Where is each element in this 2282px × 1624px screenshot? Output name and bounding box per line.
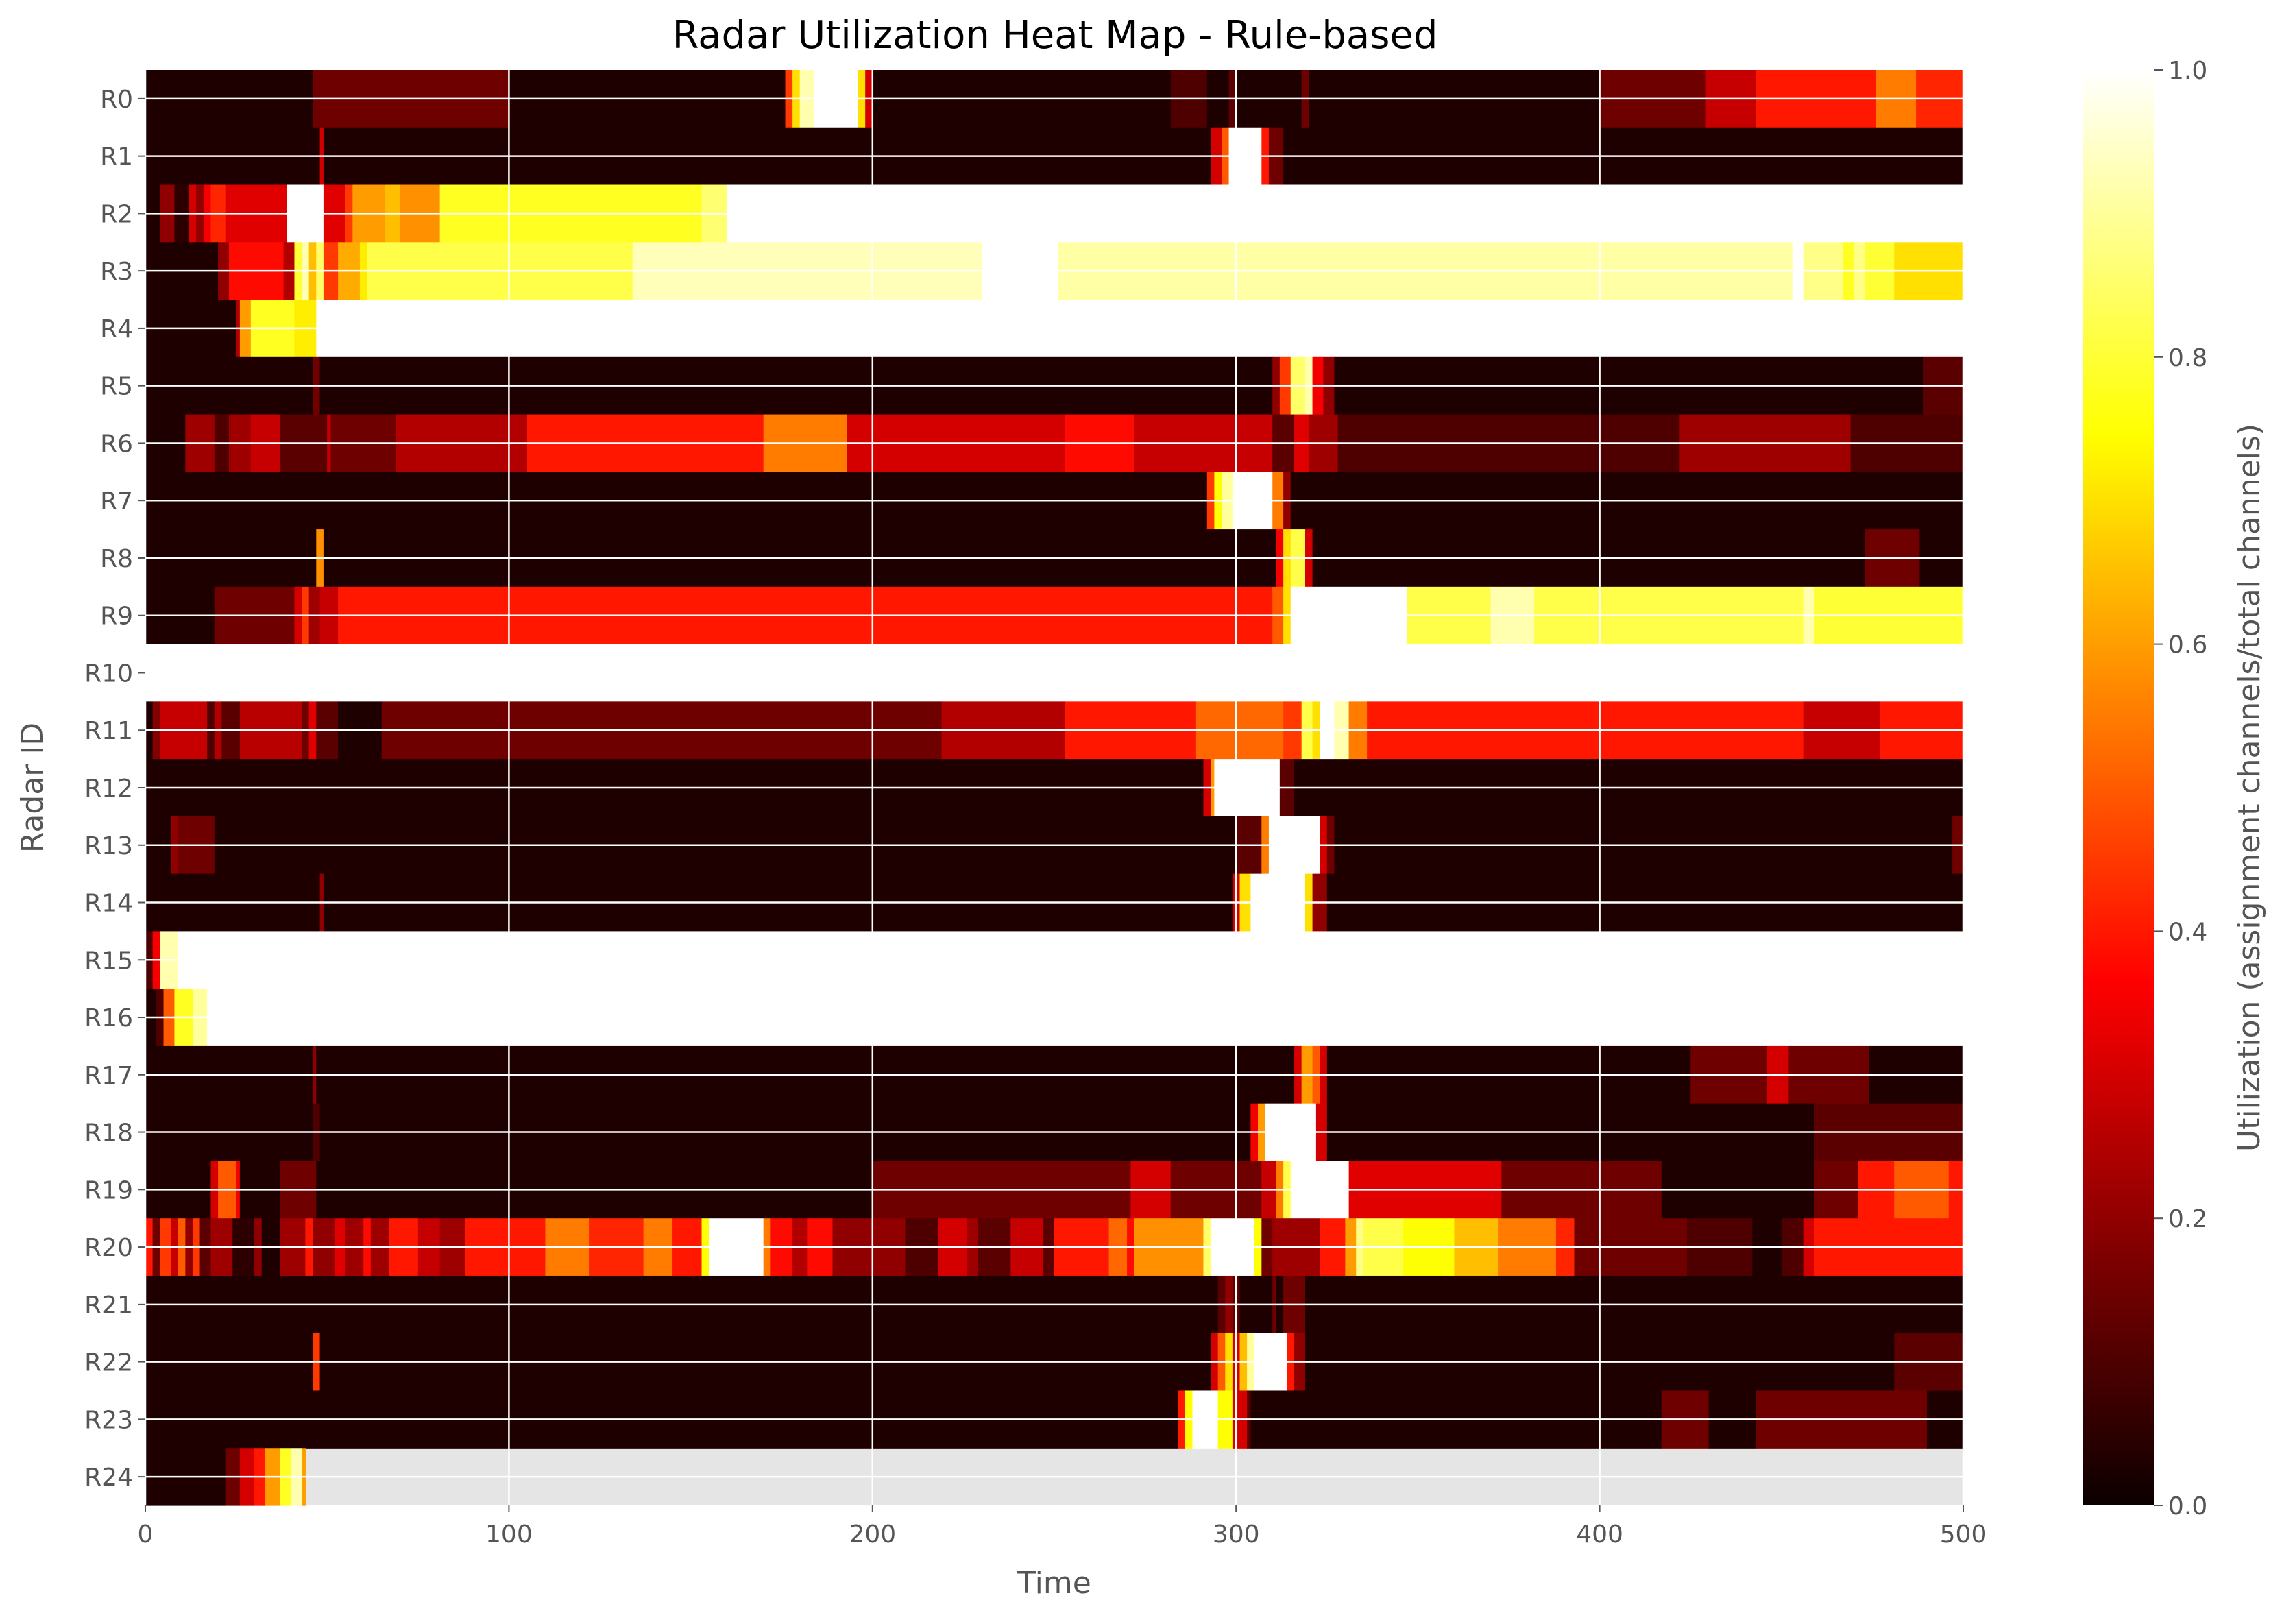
y-tick-label-R18: R18 <box>84 1119 133 1148</box>
y-tick-label-R21: R21 <box>84 1292 133 1320</box>
y-tick-label-R12: R12 <box>84 775 133 803</box>
x-tick-label-200: 200 <box>849 1520 896 1549</box>
colorbar-tick-label-3: 0.6 <box>2168 631 2207 659</box>
y-tick-label-R3: R3 <box>100 258 133 286</box>
x-tick-label-500: 500 <box>1940 1520 1987 1549</box>
x-tick-label-0: 0 <box>138 1520 154 1549</box>
y-tick-label-R19: R19 <box>84 1176 133 1204</box>
y-axis-label: Radar ID <box>15 723 50 853</box>
x-axis-label: Time <box>1017 1566 1091 1601</box>
y-tick-label-R17: R17 <box>84 1062 133 1090</box>
y-tick-label-R6: R6 <box>100 430 133 458</box>
y-tick-label-R15: R15 <box>84 947 133 975</box>
x-tick-label-300: 300 <box>1213 1520 1260 1549</box>
y-tick-label-R0: R0 <box>100 86 133 114</box>
y-tick-label-R4: R4 <box>100 315 133 343</box>
colorbar-tick-label-2: 0.4 <box>2168 918 2207 946</box>
colorbar <box>2083 70 2154 1505</box>
y-tick-label-R2: R2 <box>100 200 133 228</box>
x-tick-label-100: 100 <box>485 1520 533 1549</box>
y-tick-label-R5: R5 <box>100 373 133 401</box>
y-tick-label-R16: R16 <box>84 1004 133 1032</box>
colorbar-tick-label-4: 0.8 <box>2168 344 2207 372</box>
x-tick-labels: 0 100 200 300 400 500 <box>138 1505 1987 1549</box>
y-tick-label-R9: R9 <box>100 603 133 631</box>
y-tick-label-R22: R22 <box>84 1349 133 1377</box>
colorbar-tick-label-5: 1.0 <box>2168 57 2207 85</box>
y-tick-label-R1: R1 <box>100 143 133 171</box>
colorbar-tick-labels: 0.0 0.2 0.4 0.6 0.8 1.0 <box>2154 57 2207 1520</box>
y-tick-label-R8: R8 <box>100 545 133 573</box>
colorbar-tick-label-0: 0.0 <box>2168 1492 2207 1520</box>
y-tick-label-R11: R11 <box>84 717 133 745</box>
y-tick-label-R14: R14 <box>84 890 133 918</box>
chart-title: Radar Utilization Heat Map - Rule-based <box>672 13 1438 58</box>
grid-lines <box>144 70 1965 1505</box>
x-tick-label-400: 400 <box>1576 1520 1623 1549</box>
y-tick-label-R13: R13 <box>84 832 133 860</box>
colorbar-tick-label-1: 0.2 <box>2168 1205 2207 1233</box>
y-tick-label-R23: R23 <box>84 1406 133 1434</box>
y-tick-labels: R0 R1 R2 R3 R4 R5 R6 R7 R8 R9 R10 R11 R12 R13 R14 R15 R1… <box>84 86 145 1492</box>
colorbar-label: Utilization (assignment channels/total c… <box>2232 424 2267 1152</box>
y-tick-label-R10: R10 <box>84 659 133 688</box>
y-tick-label-R20: R20 <box>84 1234 133 1262</box>
y-tick-label-R7: R7 <box>100 487 133 516</box>
y-tick-label-R24: R24 <box>84 1464 133 1492</box>
